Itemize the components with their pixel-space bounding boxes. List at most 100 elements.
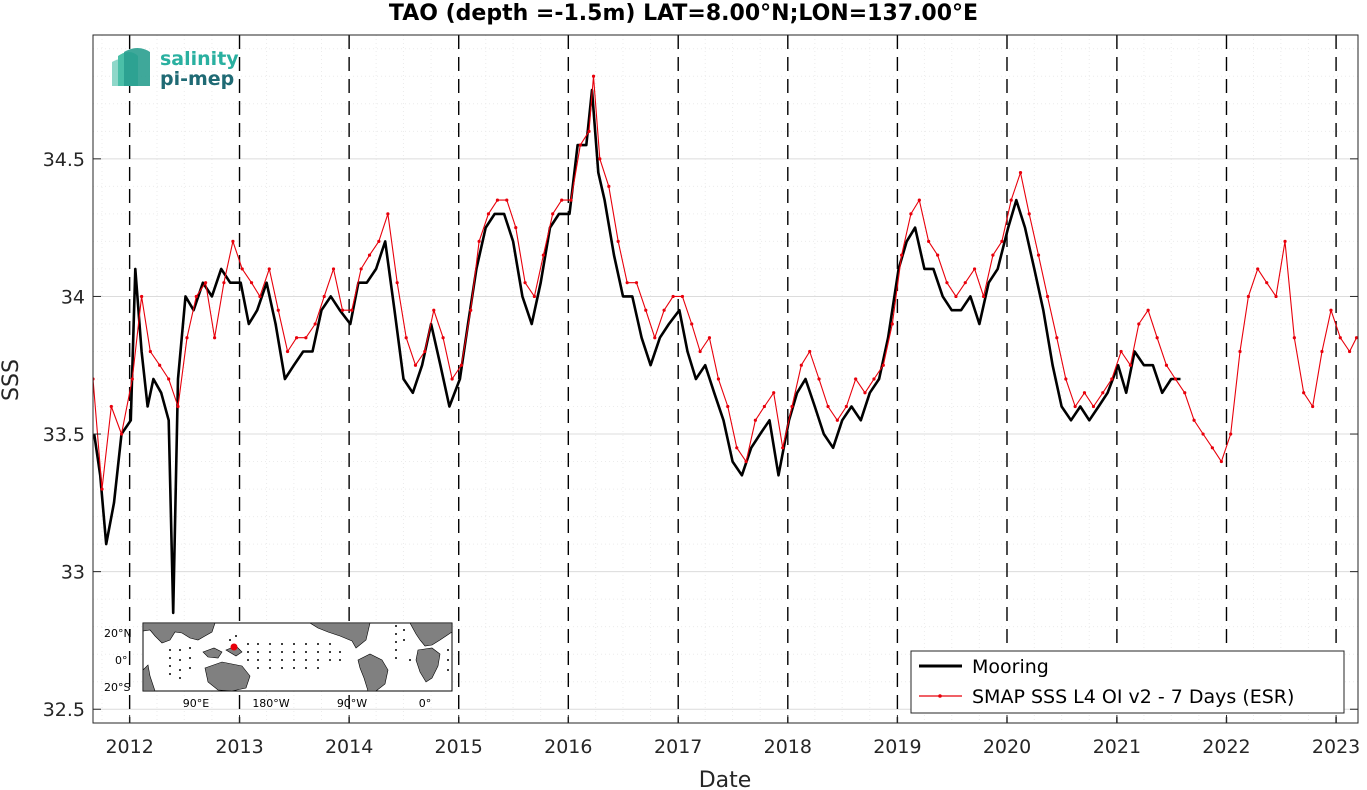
series-point-smap — [469, 308, 473, 312]
series-point-smap — [1036, 253, 1041, 257]
series-point-smap — [735, 446, 739, 450]
x-tick-label: 2019 — [873, 736, 921, 758]
series-point-smap — [716, 377, 721, 381]
series-point-smap — [826, 404, 830, 409]
x-tick-label: 2017 — [654, 736, 702, 758]
series-point-smap — [1302, 391, 1306, 395]
series-point-smap — [231, 239, 235, 243]
series-point-smap — [1192, 418, 1196, 422]
series-point-smap — [1173, 377, 1178, 381]
series-point-smap — [130, 377, 134, 381]
series-point-smap — [541, 253, 545, 257]
series-point-smap — [505, 198, 509, 202]
series-point-smap — [634, 281, 639, 285]
series-point-smap — [909, 212, 913, 216]
series-point-smap — [1354, 336, 1358, 340]
series-point-smap — [1091, 404, 1096, 409]
series-point-smap — [1101, 391, 1105, 395]
series-point-smap — [1229, 432, 1233, 436]
series-point-smap — [185, 336, 189, 340]
series-point-smap — [872, 377, 876, 381]
logo-text-line1: salinity — [160, 48, 239, 70]
series-point-smap — [1210, 446, 1214, 450]
series-point-smap — [1201, 432, 1205, 436]
series-point-smap — [863, 391, 867, 395]
series-point-smap — [653, 336, 657, 340]
series-point-smap — [817, 377, 821, 381]
series-point-smap — [1146, 308, 1150, 312]
series-line-smap — [93, 75, 1357, 490]
series-point-smap — [359, 267, 363, 271]
series-point-smap — [1183, 391, 1187, 395]
series-point-smap — [331, 267, 336, 271]
series-point-smap — [981, 294, 986, 299]
series-point-smap — [1155, 336, 1159, 340]
series-point-smap — [495, 198, 500, 202]
series-point-smap — [662, 308, 666, 312]
y-tick-label: 33 — [61, 562, 85, 584]
series-point-smap — [991, 253, 995, 257]
series-point-smap — [222, 281, 226, 285]
logo-text-line2: pi-mep — [160, 68, 234, 90]
x-tick-label: 2022 — [1202, 736, 1250, 758]
series-point-smap — [322, 294, 326, 299]
x-tick-label: 2023 — [1312, 736, 1360, 758]
series-point-smap — [927, 239, 931, 243]
x-tick-label: 2015 — [435, 736, 483, 758]
y-tick-label: 33.5 — [43, 424, 85, 446]
inset-ylabel-20n: 20°N — [104, 627, 132, 640]
series-point-smap — [625, 281, 629, 285]
series-point-smap — [294, 336, 299, 340]
inset-map-land — [142, 622, 453, 692]
series-point-smap — [578, 143, 582, 147]
series-point-smap — [551, 212, 555, 216]
series-point-smap — [726, 404, 730, 409]
series-point-smap — [100, 487, 104, 491]
series-point-smap — [367, 253, 372, 257]
inset-xlabel-90e: 90°E — [183, 697, 209, 710]
minor-grid — [93, 35, 1358, 723]
series-point-smap — [1246, 294, 1251, 299]
series-point-smap — [680, 294, 685, 299]
series-point-smap — [954, 294, 958, 299]
series-point-smap — [1027, 212, 1031, 216]
inset-map-moorings — [169, 625, 449, 679]
series-point-smap — [963, 281, 967, 285]
series-layer — [93, 74, 1358, 615]
series-point-smap — [707, 336, 712, 340]
y-tick-label: 32.5 — [43, 699, 85, 721]
y-axis-ticks: 32.5 33 33.5 34 34.5 — [43, 149, 1358, 721]
x-tick-label: 2021 — [1093, 736, 1141, 758]
series-point-smap — [1219, 459, 1223, 464]
x-axis-label: Date — [699, 768, 752, 790]
series-point-smap — [1283, 239, 1287, 243]
legend-label-mooring: Mooring — [972, 656, 1049, 678]
series-point-smap — [213, 336, 217, 340]
logo-waves-icon — [112, 48, 150, 86]
series-point-smap — [313, 322, 317, 326]
series-point-smap — [1347, 349, 1352, 354]
x-tick-label: 2020 — [983, 736, 1031, 758]
series-point-smap — [285, 349, 290, 354]
series-point-smap — [1274, 294, 1278, 299]
series-point-smap — [432, 308, 436, 312]
series-point-smap — [972, 267, 977, 271]
series-point-smap — [844, 404, 848, 409]
inset-ylabel-0: 0° — [115, 654, 128, 667]
x-tick-label: 2018 — [764, 736, 812, 758]
series-point-smap — [1128, 363, 1133, 367]
series-point-smap — [258, 294, 262, 299]
y-axis-label: SSS — [0, 359, 24, 401]
series-point-smap — [158, 363, 162, 367]
series-point-smap — [267, 267, 271, 271]
series-point-smap — [1119, 349, 1123, 354]
series-point-smap — [459, 363, 464, 367]
chart-title: TAO (depth =-1.5m) LAT=8.00°N;LON=137.00… — [388, 1, 979, 26]
series-point-smap — [690, 322, 694, 326]
series-point-smap — [854, 377, 858, 381]
series-point-smap — [1000, 239, 1004, 243]
x-tick-label: 2013 — [215, 736, 263, 758]
series-point-smap — [423, 349, 427, 354]
series-point-smap — [598, 157, 602, 161]
